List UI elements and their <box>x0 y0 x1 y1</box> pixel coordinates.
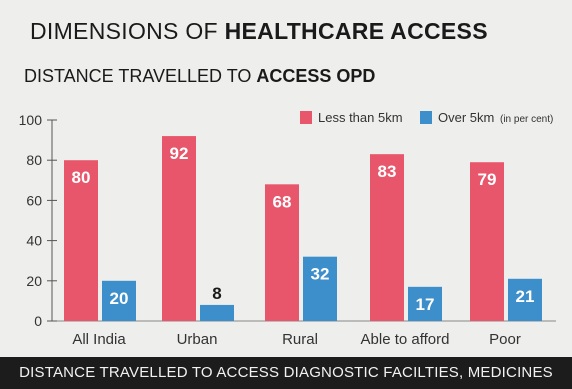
bar-value-label: 80 <box>72 168 91 187</box>
bar-value-label: 17 <box>416 295 435 314</box>
bar-value-label: 32 <box>311 265 330 284</box>
bar-less-than-5km <box>265 184 299 321</box>
legend-label: Over 5km <box>438 110 494 125</box>
bar-value-label: 8 <box>212 284 221 303</box>
legend-swatch <box>420 111 432 124</box>
y-tick-label: 20 <box>26 273 42 289</box>
bar-chart: 0 20 40 60 80 100 80 20 All India 92 8 Urban 68 32 Rur… <box>19 110 556 348</box>
y-tick-label: 100 <box>19 112 43 128</box>
footer-caption: DISTANCE TRAVELLED TO ACCESS DIAGNOSTIC … <box>0 357 572 389</box>
bar-less-than-5km <box>162 136 196 321</box>
y-tick-label: 60 <box>26 192 42 208</box>
x-category-label: Able to afford <box>361 331 450 348</box>
x-category-label: Urban <box>177 331 218 348</box>
chart-subtitle-prefix: DISTANCE TRAVELLED TO <box>24 66 257 86</box>
y-tick-label: 0 <box>34 313 42 329</box>
bar-over-5km <box>408 286 442 321</box>
bar-over-5km <box>200 304 234 321</box>
bar-less-than-5km <box>64 160 98 321</box>
chart-title-emphasis: HEALTHCARE ACCESS <box>224 18 488 44</box>
legend-label: Less than 5km <box>318 110 403 125</box>
chart-subtitle-emphasis: ACCESS OPD <box>256 66 376 86</box>
bar-value-label: 92 <box>170 144 189 163</box>
x-category-label: Poor <box>489 331 521 348</box>
bar-value-label: 21 <box>516 287 535 306</box>
bar-over-5km <box>102 280 136 321</box>
bar-less-than-5km <box>370 154 404 321</box>
bar-value-label: 68 <box>273 192 292 211</box>
bar-over-5km <box>303 256 337 321</box>
legend-swatch <box>300 111 312 124</box>
chart-subtitle: DISTANCE TRAVELLED TO ACCESS OPD <box>24 66 375 87</box>
y-tick-label: 80 <box>26 152 42 168</box>
bar-over-5km <box>508 278 542 321</box>
bar-value-label: 20 <box>110 289 129 308</box>
x-category-label: All India <box>72 331 126 348</box>
bar-value-label: 79 <box>478 170 497 189</box>
chart-title: DIMENSIONS OF HEALTHCARE ACCESS <box>30 18 488 45</box>
y-tick-label: 40 <box>26 233 42 249</box>
unit-note: (in per cent) <box>500 114 553 125</box>
chart-title-prefix: DIMENSIONS OF <box>30 18 225 44</box>
bar-less-than-5km <box>470 162 504 321</box>
x-category-label: Rural <box>282 331 318 348</box>
bar-value-label: 83 <box>378 162 397 181</box>
